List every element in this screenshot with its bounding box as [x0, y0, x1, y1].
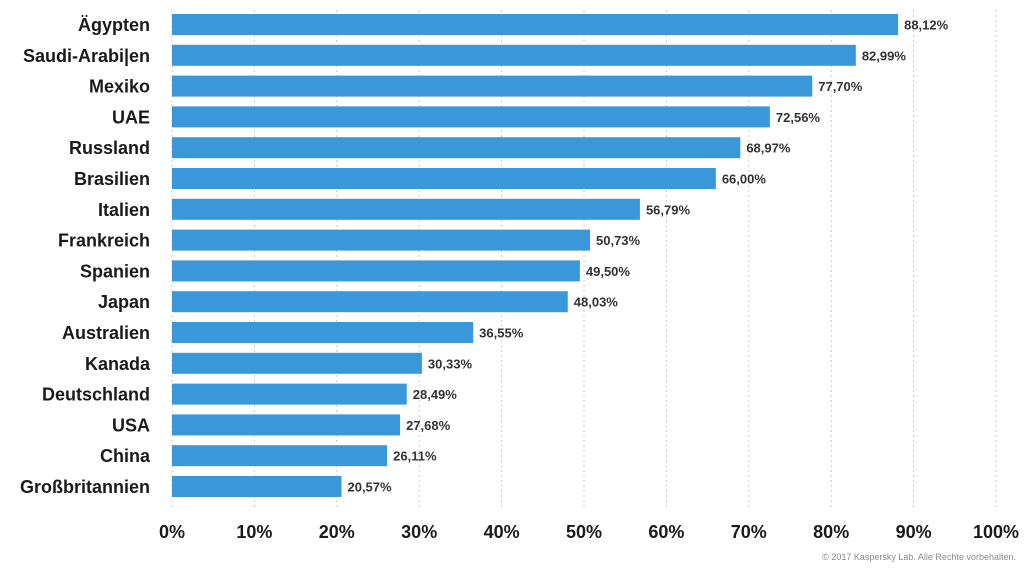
- x-tick-label: 10%: [236, 522, 272, 542]
- x-tick-label: 100%: [973, 522, 1019, 542]
- category-label: Saudi-Arabi|en: [23, 46, 150, 66]
- category-label: UAE: [112, 107, 150, 127]
- category-label: Großbritannien: [20, 477, 150, 497]
- x-tick-label: 80%: [813, 522, 849, 542]
- value-label: 77,70%: [818, 79, 863, 94]
- x-tick-label: 50%: [566, 522, 602, 542]
- value-label: 30,33%: [428, 356, 473, 371]
- bar: [172, 414, 401, 436]
- copyright-notice: © 2017 Kaspersky Lab. Alle Rechte vorbeh…: [822, 552, 1016, 562]
- value-label: 56,79%: [646, 202, 691, 217]
- x-tick-label: 70%: [731, 522, 767, 542]
- value-label: 72,56%: [776, 110, 821, 125]
- category-label: Russland: [69, 138, 150, 158]
- bar: [172, 229, 591, 251]
- bar: [172, 352, 422, 374]
- x-tick-label: 40%: [484, 522, 520, 542]
- value-label: 28,49%: [413, 387, 458, 402]
- value-label: 49,50%: [586, 264, 631, 279]
- category-label: Spanien: [80, 261, 150, 281]
- bar: [172, 137, 741, 159]
- value-label: 50,73%: [596, 233, 641, 248]
- bar: [172, 168, 716, 189]
- x-tick-label: 90%: [896, 522, 932, 542]
- value-label: 27,68%: [406, 418, 451, 433]
- category-label: Frankreich: [58, 231, 150, 251]
- value-label: 66,00%: [722, 172, 767, 187]
- bar: [172, 106, 770, 128]
- category-label: Ägypten: [78, 15, 150, 35]
- category-label: USA: [112, 415, 150, 435]
- bar: [172, 383, 407, 405]
- category-label: Mexiko: [89, 77, 150, 97]
- bar: [172, 322, 474, 343]
- category-label: Italien: [98, 200, 150, 220]
- category-label: Deutschland: [42, 385, 150, 405]
- value-labels: 88,12% 82,99% 77,70% 72,56% 68,97% 66,00% 56,7…: [347, 18, 948, 495]
- bar: [172, 445, 388, 467]
- category-label: Kanada: [85, 354, 151, 374]
- x-tick-label: 60%: [648, 522, 684, 542]
- x-tick-label: 0%: [159, 522, 185, 542]
- category-label: China: [100, 446, 151, 466]
- value-label: 82,99%: [862, 48, 907, 63]
- value-label: 48,03%: [574, 295, 619, 310]
- bar: [172, 44, 856, 66]
- value-label: 68,97%: [746, 141, 791, 156]
- x-tick-label: 30%: [401, 522, 437, 542]
- bar: [172, 260, 580, 282]
- value-label: 20,57%: [347, 480, 392, 495]
- value-label: 88,12%: [904, 18, 949, 33]
- bar: [172, 75, 813, 97]
- category-label: Brasilien: [74, 169, 150, 189]
- x-axis-ticks: 0% 10% 20% 30% 40% 50% 60% 70% 80% 90% 100%: [159, 522, 1019, 542]
- bar: [172, 476, 342, 497]
- bar: [172, 291, 568, 313]
- bar: [172, 198, 640, 220]
- category-label: Australien: [62, 323, 150, 343]
- category-labels: Ägypten Saudi-Arabi|en Mexiko UAE Russland Br…: [20, 15, 151, 497]
- value-label: 36,55%: [479, 326, 524, 341]
- bar: [172, 14, 899, 35]
- x-tick-label: 20%: [319, 522, 355, 542]
- value-label: 26,11%: [393, 449, 437, 464]
- bars: [172, 14, 899, 497]
- category-label: Japan: [98, 292, 150, 312]
